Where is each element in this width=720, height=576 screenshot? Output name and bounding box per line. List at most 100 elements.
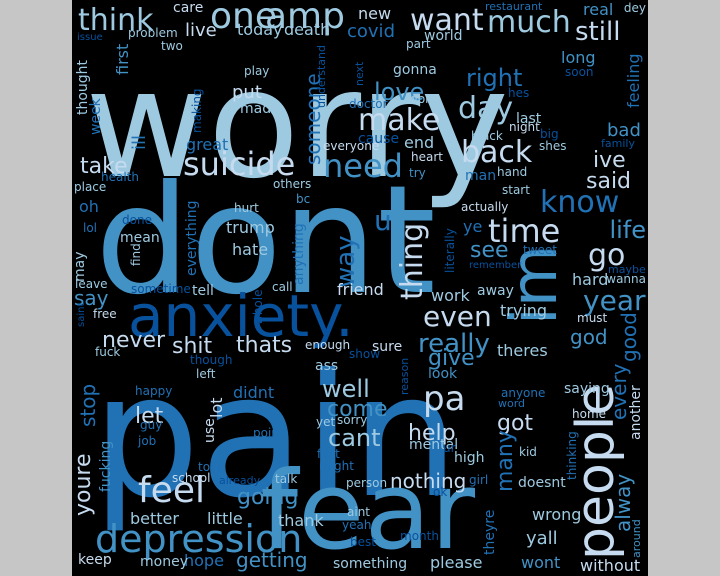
cloud-word: live (185, 20, 217, 41)
cloud-word: god (570, 325, 608, 349)
cloud-word: give (428, 346, 475, 371)
cloud-word: people (566, 384, 626, 560)
cloud-word: stop (76, 384, 100, 427)
cloud-word: never (102, 328, 166, 353)
cloud-word: word (498, 397, 525, 410)
cloud-word: heart (411, 150, 443, 164)
cloud-word: even (423, 300, 492, 333)
cloud-word: hate (232, 240, 268, 259)
cloud-word: ok (433, 485, 447, 499)
cloud-word: keep (78, 552, 112, 568)
cloud-word: yall (526, 528, 558, 549)
cloud-word: first (113, 44, 132, 75)
cloud-word: anything (291, 223, 307, 285)
cloud-word: wrong (532, 505, 581, 524)
cloud-word: play (244, 64, 269, 78)
cloud-word: next (353, 61, 366, 86)
cloud-word: way (331, 235, 361, 288)
cloud-word: start (502, 183, 530, 197)
cloud-word: wont (521, 553, 560, 572)
cloud-word: better (130, 509, 179, 528)
cloud-word: take (80, 154, 128, 179)
cloud-word: night (509, 120, 540, 134)
cloud-word: already (219, 474, 261, 487)
cloud-word: making (190, 88, 204, 133)
cloud-word: problem (128, 26, 178, 40)
cloud-word: anxiety. (128, 282, 354, 350)
cloud-word: doctor (349, 97, 388, 111)
cloud-word: another (628, 385, 644, 440)
cloud-word: say (74, 286, 109, 310)
cloud-word: let (135, 404, 164, 429)
cloud-word: help (408, 421, 456, 446)
cloud-word: one (210, 0, 277, 37)
cloud-word: around (630, 519, 643, 558)
cloud-word: point (253, 426, 284, 440)
cloud-word: home (572, 407, 606, 421)
cloud-word: told (198, 460, 221, 474)
cloud-word: come (327, 397, 388, 422)
cloud-word: trump (226, 218, 275, 237)
cloud-word: ass (315, 358, 338, 374)
cloud-word: please (430, 553, 482, 572)
cloud-word: make (358, 103, 440, 138)
cloud-word: thing (395, 223, 430, 300)
cloud-word: restaurant (485, 0, 543, 13)
cloud-word: still (575, 17, 620, 47)
cloud-word: put (232, 82, 262, 103)
cloud-word: much (487, 5, 571, 40)
cloud-word: man (465, 168, 496, 184)
cloud-word: fear (260, 449, 476, 574)
cloud-word: hope (184, 551, 224, 570)
cloud-word: kid (519, 445, 537, 459)
cloud-word: feel (138, 470, 205, 511)
cloud-word: go (588, 238, 625, 273)
cloud-word: new (358, 4, 391, 23)
cloud-word: mean (120, 230, 160, 246)
cloud-word: wanna (606, 272, 646, 286)
cloud-word: others (273, 177, 311, 191)
cloud-word: im (498, 245, 572, 325)
cloud-word: know (540, 185, 619, 220)
cloud-word: love (374, 78, 424, 106)
cloud-word: pain (92, 338, 459, 536)
cloud-word: sorry (337, 413, 367, 427)
cloud-word: month (400, 529, 439, 543)
cloud-word: lot (207, 397, 226, 418)
cloud-word: dont (95, 154, 436, 328)
cloud-word: try (409, 166, 426, 180)
cloud-word: everything (184, 200, 200, 276)
cloud-word: real (583, 0, 613, 19)
cloud-word: fuck (95, 345, 120, 359)
cloud-word: didnt (233, 383, 274, 402)
cloud-word: doesnt (518, 475, 566, 491)
cloud-word: two (161, 39, 183, 53)
cloud-word: want (410, 3, 484, 38)
cloud-word: right (466, 64, 522, 92)
cloud-word: long (561, 48, 596, 67)
cloud-word: little (207, 509, 243, 528)
cloud-word: without (580, 556, 640, 575)
cloud-word: aint (347, 505, 370, 519)
cloud-word: thats (236, 333, 292, 358)
cloud-word: dey (624, 1, 646, 15)
cloud-word: youre (71, 453, 96, 516)
cloud-word: friend (337, 280, 384, 299)
cloud-word: think (78, 3, 154, 38)
cloud-word: well (322, 375, 370, 403)
cloud-word: job (137, 434, 156, 448)
cloud-word: depression (95, 517, 302, 561)
cloud-word: may (72, 251, 88, 282)
cloud-word: everyone (323, 139, 379, 153)
cloud-word: understand (315, 45, 328, 108)
cloud-word: ive (593, 148, 626, 173)
cloud-word: theres (497, 341, 548, 360)
cloud-word: shes (539, 139, 567, 153)
cloud-word: see (470, 238, 509, 263)
cloud-word: sometime (131, 282, 191, 296)
cloud-background (72, 0, 648, 576)
cloud-word: guy (140, 418, 162, 432)
cloud-word: use (202, 418, 218, 443)
cloud-word: done (122, 213, 152, 227)
cloud-word: school (172, 471, 210, 485)
